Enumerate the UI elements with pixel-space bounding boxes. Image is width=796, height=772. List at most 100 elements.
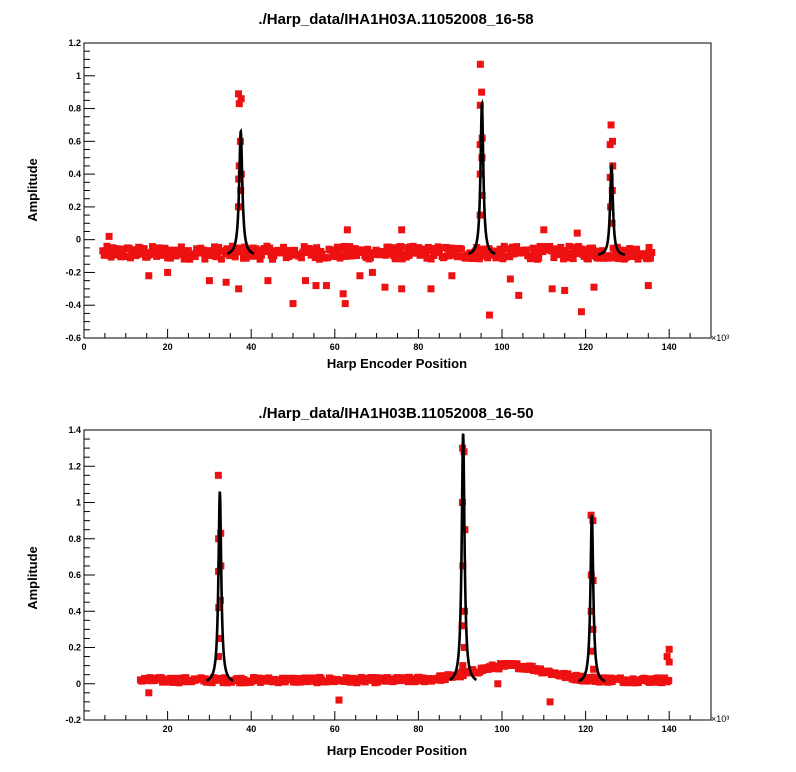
data-point <box>508 243 516 251</box>
data-point <box>478 88 486 96</box>
data-point <box>405 251 413 259</box>
data-point <box>561 247 569 255</box>
data-point <box>171 246 179 254</box>
data-point <box>235 90 243 98</box>
data-point <box>216 596 224 604</box>
y-tick-label: 0.6 <box>68 570 81 580</box>
data-point <box>306 245 314 253</box>
data-point <box>598 247 606 255</box>
data-point <box>459 562 467 570</box>
panel-bottom: ./Harp_data/IHA1H03B.11052008_16-50 20 40… <box>25 405 729 758</box>
data-point <box>145 689 153 697</box>
y-tick-label: 1.4 <box>68 425 81 435</box>
fit-curve <box>597 162 626 256</box>
data-point <box>313 244 321 252</box>
data-point <box>145 272 153 280</box>
data-point <box>201 255 209 263</box>
axes-bottom: 20 40 60 80 100 120 140 -0.2 0 0.2 0.4 0.6 0.8 1 1.2 1.… <box>65 425 712 734</box>
data-point <box>540 226 548 234</box>
data-point <box>629 675 637 683</box>
data-point <box>665 677 673 685</box>
chart-title-bottom: ./Harp_data/IHA1H03B.11052008_16-50 <box>258 405 533 422</box>
data-point <box>270 252 278 260</box>
plot-frame-top <box>83 42 712 339</box>
data-point <box>611 254 619 262</box>
data-point <box>568 250 576 258</box>
x-tick-label: 80 <box>413 342 423 352</box>
data-point <box>422 248 430 256</box>
data-point <box>528 253 536 261</box>
data-point <box>107 253 115 261</box>
data-point <box>499 255 507 263</box>
data-point <box>186 255 194 263</box>
data-point <box>497 250 505 258</box>
data-point <box>121 253 129 261</box>
data-point <box>302 277 310 285</box>
data-point <box>237 187 245 194</box>
data-point <box>360 246 368 254</box>
y-tick-label: -0.2 <box>65 715 81 725</box>
data-point <box>489 247 497 255</box>
fit-curve <box>449 433 478 682</box>
data-point <box>615 255 623 263</box>
data-point <box>594 254 602 262</box>
data-point <box>458 622 466 630</box>
data-point <box>322 282 330 290</box>
x-tick-label: 20 <box>163 342 173 352</box>
data-point <box>446 251 454 259</box>
data-point <box>473 243 481 251</box>
data-point <box>608 219 616 227</box>
data-point <box>313 679 321 687</box>
x-tick-label: 20 <box>163 724 173 734</box>
data-point <box>356 272 364 280</box>
x-axis-label-top: Harp Encoder Position <box>327 356 467 371</box>
data-point <box>569 255 577 263</box>
data-point <box>215 653 223 661</box>
data-point <box>266 244 274 252</box>
data-point <box>126 254 134 262</box>
data-point <box>343 226 351 234</box>
data-point <box>582 246 590 254</box>
data-point <box>612 249 620 257</box>
data-point <box>476 101 484 109</box>
data-point <box>235 100 243 108</box>
data-point <box>444 245 452 253</box>
data-point <box>506 275 514 283</box>
data-point <box>166 254 174 262</box>
data-point <box>437 244 445 252</box>
data-point <box>264 248 272 256</box>
data-point <box>237 95 245 103</box>
fit-curve <box>578 514 606 683</box>
data-point <box>343 252 351 260</box>
data-point <box>212 253 220 261</box>
data-point <box>340 242 348 250</box>
data-point <box>437 676 445 684</box>
data-point <box>572 671 580 679</box>
data-point <box>368 268 376 276</box>
y-tick-label: 0.8 <box>68 534 81 544</box>
data-point <box>333 243 341 251</box>
data-point <box>623 253 631 261</box>
y-tick-label: 1 <box>76 498 81 508</box>
data-point <box>453 253 461 261</box>
data-point <box>648 248 656 256</box>
data-point <box>184 247 192 255</box>
data-point <box>151 245 159 253</box>
data-point <box>133 251 141 259</box>
data-point <box>617 246 625 254</box>
data-point <box>177 243 185 251</box>
data-point <box>589 625 597 633</box>
y-tick-label: 0 <box>76 235 81 245</box>
data-point <box>573 229 581 237</box>
x-tick-label: 60 <box>330 724 340 734</box>
data-point <box>164 268 172 276</box>
data-point <box>366 254 374 262</box>
data-point <box>328 246 336 254</box>
chart-title-top: ./Harp_data/IHA1H03A.11052008_16-58 <box>258 11 533 28</box>
data-point <box>416 251 424 259</box>
x-multiplier-top: ×10³ <box>711 333 729 343</box>
x-tick-label: 120 <box>578 724 593 734</box>
axes-top: 0 20 40 60 80 100 120 140 -0.6 -0.4 -0.2 0 0.2 0.4 0.6… <box>65 38 712 352</box>
data-point <box>351 245 359 253</box>
